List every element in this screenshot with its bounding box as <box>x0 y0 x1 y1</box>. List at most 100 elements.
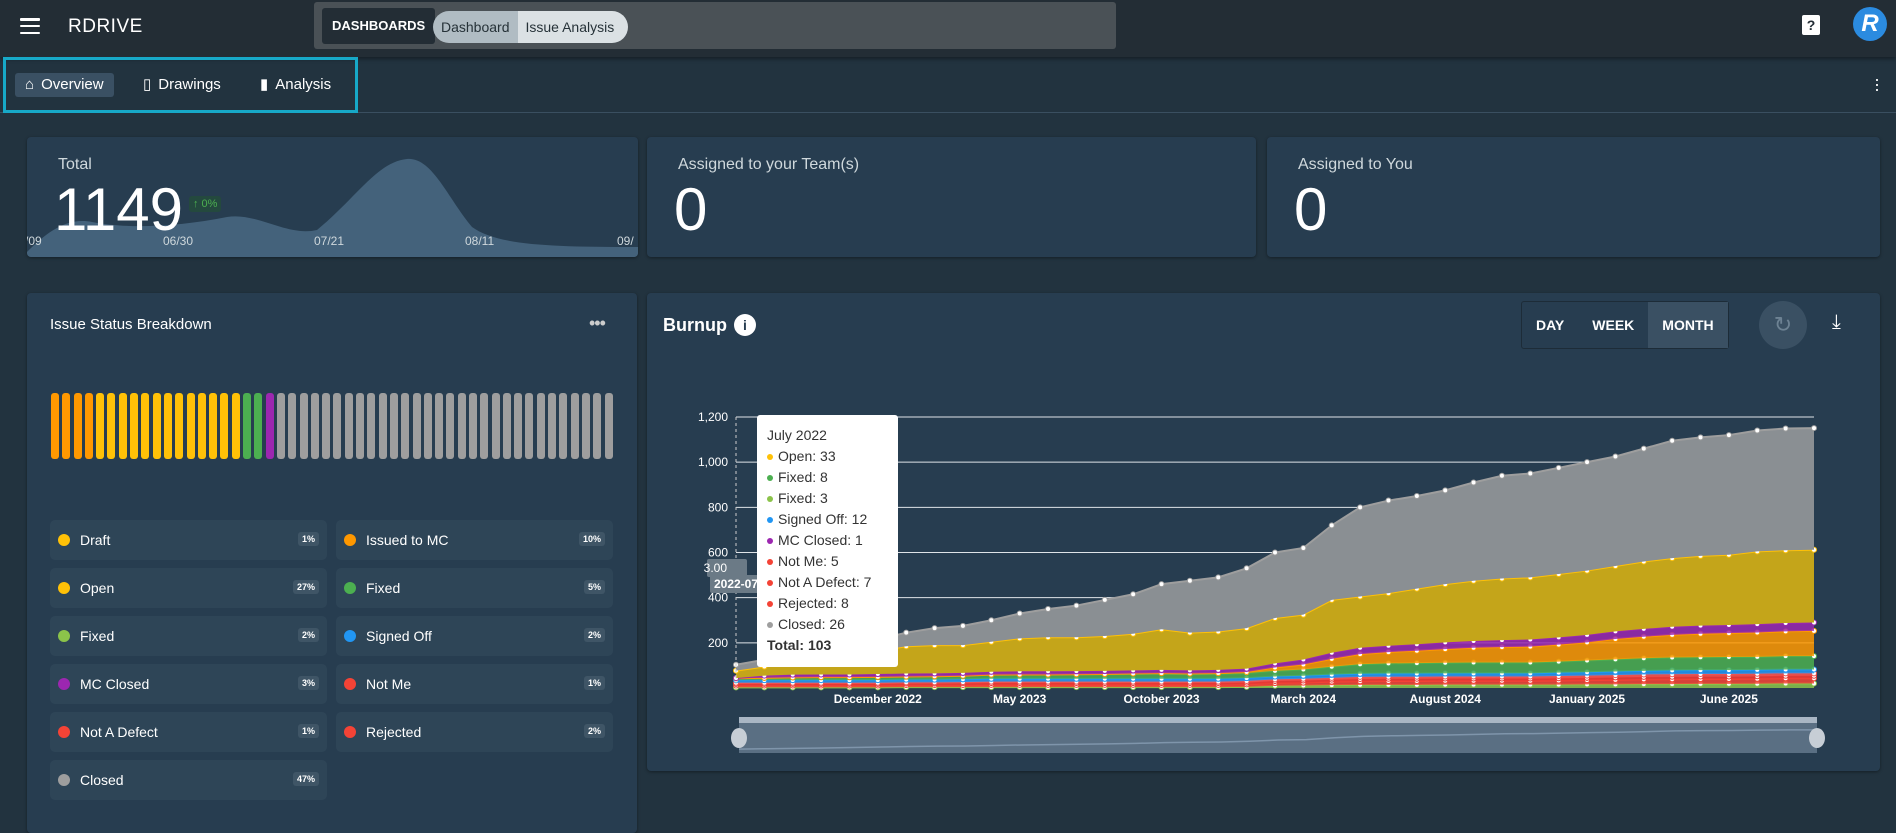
series-area-7 <box>736 622 1814 679</box>
status-bar-closed <box>310 393 319 459</box>
legend-item[interactable]: Rejected 2% <box>336 712 613 752</box>
status-legend: Draft 1% Issued to MC 10% Open 27% Fixed 5% Fixe… <box>50 520 613 800</box>
data-point[interactable] <box>1527 470 1534 477</box>
sparkline-tick: 08/11 <box>465 234 495 248</box>
breadcrumb-dashboard[interactable]: Dashboard <box>433 11 518 43</box>
avatar[interactable]: R <box>1853 7 1887 41</box>
legend-item[interactable]: Fixed 2% <box>50 616 327 656</box>
legend-item[interactable]: Issued to MC 10% <box>336 520 613 560</box>
data-point[interactable] <box>1073 602 1080 609</box>
sparkline-tick: /09 <box>27 234 42 248</box>
data-point[interactable] <box>1016 610 1023 617</box>
legend-item[interactable]: Not A Defect 1% <box>50 712 327 752</box>
kpi-team-card[interactable]: Assigned to your Team(s) 0 <box>647 137 1256 257</box>
navigator-scrollbar[interactable] <box>739 717 1817 723</box>
data-point[interactable] <box>988 617 995 624</box>
status-bar-closed <box>525 393 534 459</box>
legend-item[interactable]: Not Me 1% <box>336 664 613 704</box>
data-point[interactable] <box>1442 487 1449 494</box>
data-point[interactable] <box>1300 544 1307 551</box>
more-options-icon[interactable]: · · · <box>1874 69 1880 99</box>
legend-item[interactable]: Closed 47% <box>50 760 327 800</box>
refresh-icon[interactable]: ↻ <box>1759 301 1807 349</box>
legend-label: Draft <box>80 532 111 548</box>
status-bar-closed <box>299 393 308 459</box>
data-point[interactable] <box>1782 425 1789 432</box>
data-point[interactable] <box>1612 453 1619 460</box>
series-dot-icon <box>767 475 773 482</box>
kpi-you-card[interactable]: Assigned to You 0 <box>1267 137 1880 257</box>
legend-item[interactable]: Signed Off 2% <box>336 616 613 656</box>
data-point[interactable] <box>1045 605 1052 612</box>
data-point[interactable] <box>1811 425 1817 432</box>
navigator-handle[interactable] <box>731 728 747 748</box>
help-icon[interactable]: ? <box>1802 15 1820 35</box>
kpi-total-value: 1149 <box>54 176 184 243</box>
range-week-button[interactable]: WEEK <box>1592 317 1635 333</box>
status-bar-closed <box>446 393 455 459</box>
data-point[interactable] <box>1470 479 1477 486</box>
series-dot-icon <box>767 454 773 461</box>
data-point[interactable] <box>1697 434 1704 441</box>
info-icon[interactable]: i <box>734 314 756 336</box>
legend-pct: 1% <box>583 676 605 690</box>
crosshair-y-label-box <box>707 559 747 577</box>
crosshair-y-label: 3.00 <box>704 561 728 575</box>
legend-item[interactable]: Fixed 5% <box>336 568 613 608</box>
data-point[interactable] <box>1272 549 1278 556</box>
data-point[interactable] <box>903 629 910 636</box>
data-point[interactable] <box>1385 497 1392 504</box>
tab-overview[interactable]: ⌂ Overview <box>15 73 114 97</box>
download-icon[interactable]: ⤓ <box>1832 311 1841 333</box>
data-point[interactable] <box>1243 565 1250 572</box>
more-icon[interactable]: ••• <box>589 313 606 333</box>
data-point[interactable] <box>931 625 938 632</box>
data-point[interactable] <box>1754 427 1761 434</box>
data-point[interactable] <box>959 622 966 629</box>
data-point[interactable] <box>1413 493 1420 500</box>
data-point[interactable] <box>1640 445 1647 452</box>
breadcrumb-issue-analysis[interactable]: Issue Analysis <box>517 11 629 43</box>
status-bar-issued <box>62 393 71 459</box>
data-point[interactable] <box>1101 596 1108 603</box>
status-bar-open <box>118 393 127 459</box>
legend-pct: 2% <box>583 724 605 738</box>
data-point[interactable] <box>1215 574 1222 581</box>
y-tick-label: 600 <box>708 546 728 560</box>
navigator[interactable] <box>739 723 1817 753</box>
legend-item[interactable]: MC Closed 3% <box>50 664 327 704</box>
data-point[interactable] <box>1158 581 1165 588</box>
status-bar-open <box>209 393 218 459</box>
range-month-button[interactable]: MONTH <box>1648 302 1728 348</box>
data-point[interactable] <box>1357 504 1364 511</box>
menu-icon[interactable] <box>20 18 40 34</box>
dashboards-button[interactable]: DASHBOARDS <box>322 8 436 44</box>
legend-item[interactable]: Draft 1% <box>50 520 327 560</box>
legend-item[interactable]: Open 27% <box>50 568 327 608</box>
data-point[interactable] <box>1725 432 1732 439</box>
data-point[interactable] <box>1584 459 1591 466</box>
tab-drawings[interactable]: ▯ Drawings <box>133 73 231 97</box>
data-point[interactable] <box>1498 472 1505 479</box>
data-point[interactable] <box>1669 437 1676 444</box>
y-tick-label: 400 <box>708 591 728 605</box>
tooltip-row: Not A Defect: 7 <box>767 572 888 593</box>
tab-analysis[interactable]: ▮ Analysis <box>250 73 341 97</box>
navigator-handle[interactable] <box>1809 728 1825 748</box>
legend-pct: 1% <box>297 724 319 738</box>
burnup-chart[interactable]: 1,200 1,000 800 600 400 200 December 2022 May 2… <box>647 293 1880 771</box>
status-bar-closed <box>401 393 410 459</box>
status-bar-issued <box>84 393 93 459</box>
status-bar-mc <box>265 393 274 459</box>
tab-highlight-box <box>3 57 358 113</box>
range-day-button[interactable]: DAY <box>1536 317 1565 333</box>
logo[interactable]: RDRIVE <box>68 16 143 37</box>
data-point[interactable] <box>1130 591 1137 598</box>
data-point[interactable] <box>1328 522 1335 529</box>
x-tick-label: August 2024 <box>1410 692 1482 706</box>
burnup-title: Burnup <box>663 315 727 335</box>
data-point[interactable] <box>1186 577 1193 584</box>
data-point[interactable] <box>1555 464 1562 471</box>
kpi-total-card[interactable]: Total 1149 ↑ 0% /09 06/30 07/21 08/11 09… <box>27 137 638 257</box>
status-bar-closed <box>581 393 590 459</box>
